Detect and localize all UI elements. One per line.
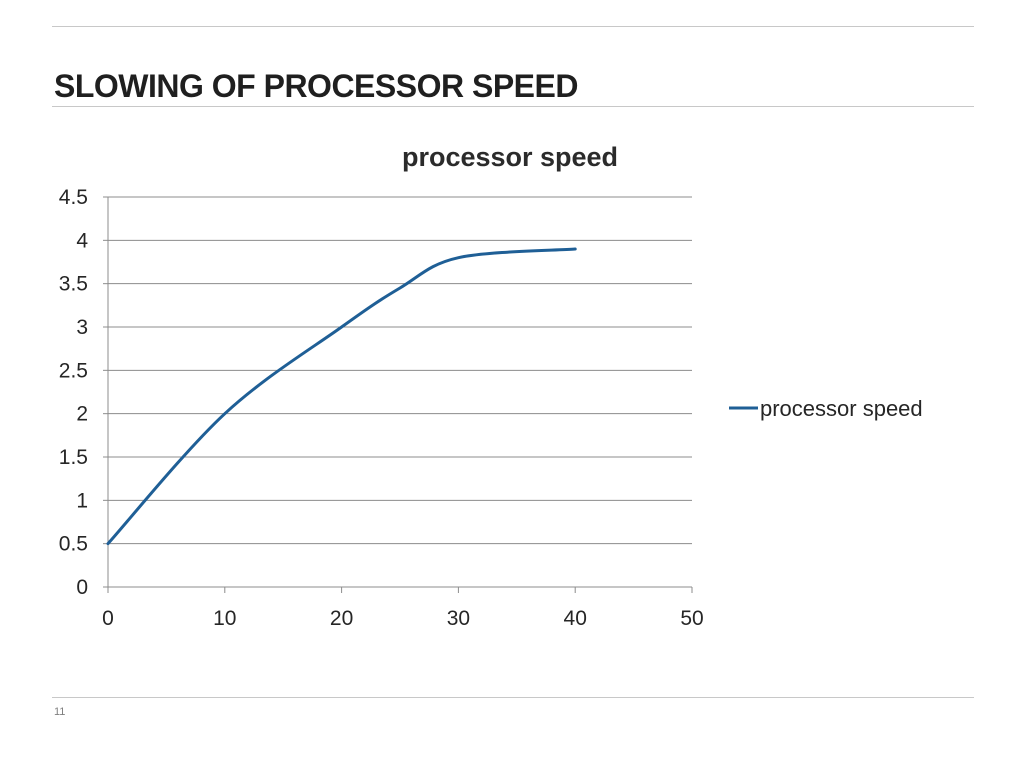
legend-label: processor speed xyxy=(760,396,923,421)
title-underline xyxy=(52,106,974,107)
y-tick-label-7: 3.5 xyxy=(59,273,88,296)
x-tick-label-2: 20 xyxy=(330,607,353,630)
y-tick-label-8: 4 xyxy=(76,229,88,252)
y-tick-label-1: 0.5 xyxy=(59,533,88,556)
x-tick-label-4: 40 xyxy=(564,607,587,630)
series-lines xyxy=(106,247,577,546)
y-tick-label-5: 2.5 xyxy=(59,359,88,382)
y-tick-label-0: 0 xyxy=(76,576,88,599)
x-tick-label-1: 10 xyxy=(213,607,236,630)
chart-title: processor speed xyxy=(402,142,618,172)
line-chart: processor speed 0 0.5 1 1.5 2 2.5 3 3.5 4 4.5 0 10… xyxy=(59,142,923,630)
y-tick-label-9: 4.5 xyxy=(59,186,88,209)
y-tick-label-2: 1 xyxy=(76,489,88,512)
slide-title: SLOWING OF PROCESSOR SPEED xyxy=(54,68,578,104)
gridlines xyxy=(108,196,692,545)
x-tick-label-3: 30 xyxy=(447,607,470,630)
slide-number: 11 xyxy=(54,706,66,718)
y-axis-tick-labels: 0 0.5 1 1.5 2 2.5 3 3.5 4 4.5 xyxy=(59,186,89,599)
y-tick-label-3: 1.5 xyxy=(59,446,88,469)
y-tick-label-6: 3 xyxy=(76,316,88,339)
x-axis-tick-labels: 0 10 20 30 40 50 xyxy=(102,607,704,630)
y-tick-label-4: 2 xyxy=(76,403,88,426)
bottom-rule xyxy=(52,697,974,698)
legend: processor speed xyxy=(729,396,923,421)
series-line-0 xyxy=(106,247,577,546)
axes xyxy=(103,196,693,593)
x-tick-label-0: 0 xyxy=(102,607,114,630)
x-tick-label-5: 50 xyxy=(680,607,703,630)
top-rule xyxy=(52,26,974,27)
